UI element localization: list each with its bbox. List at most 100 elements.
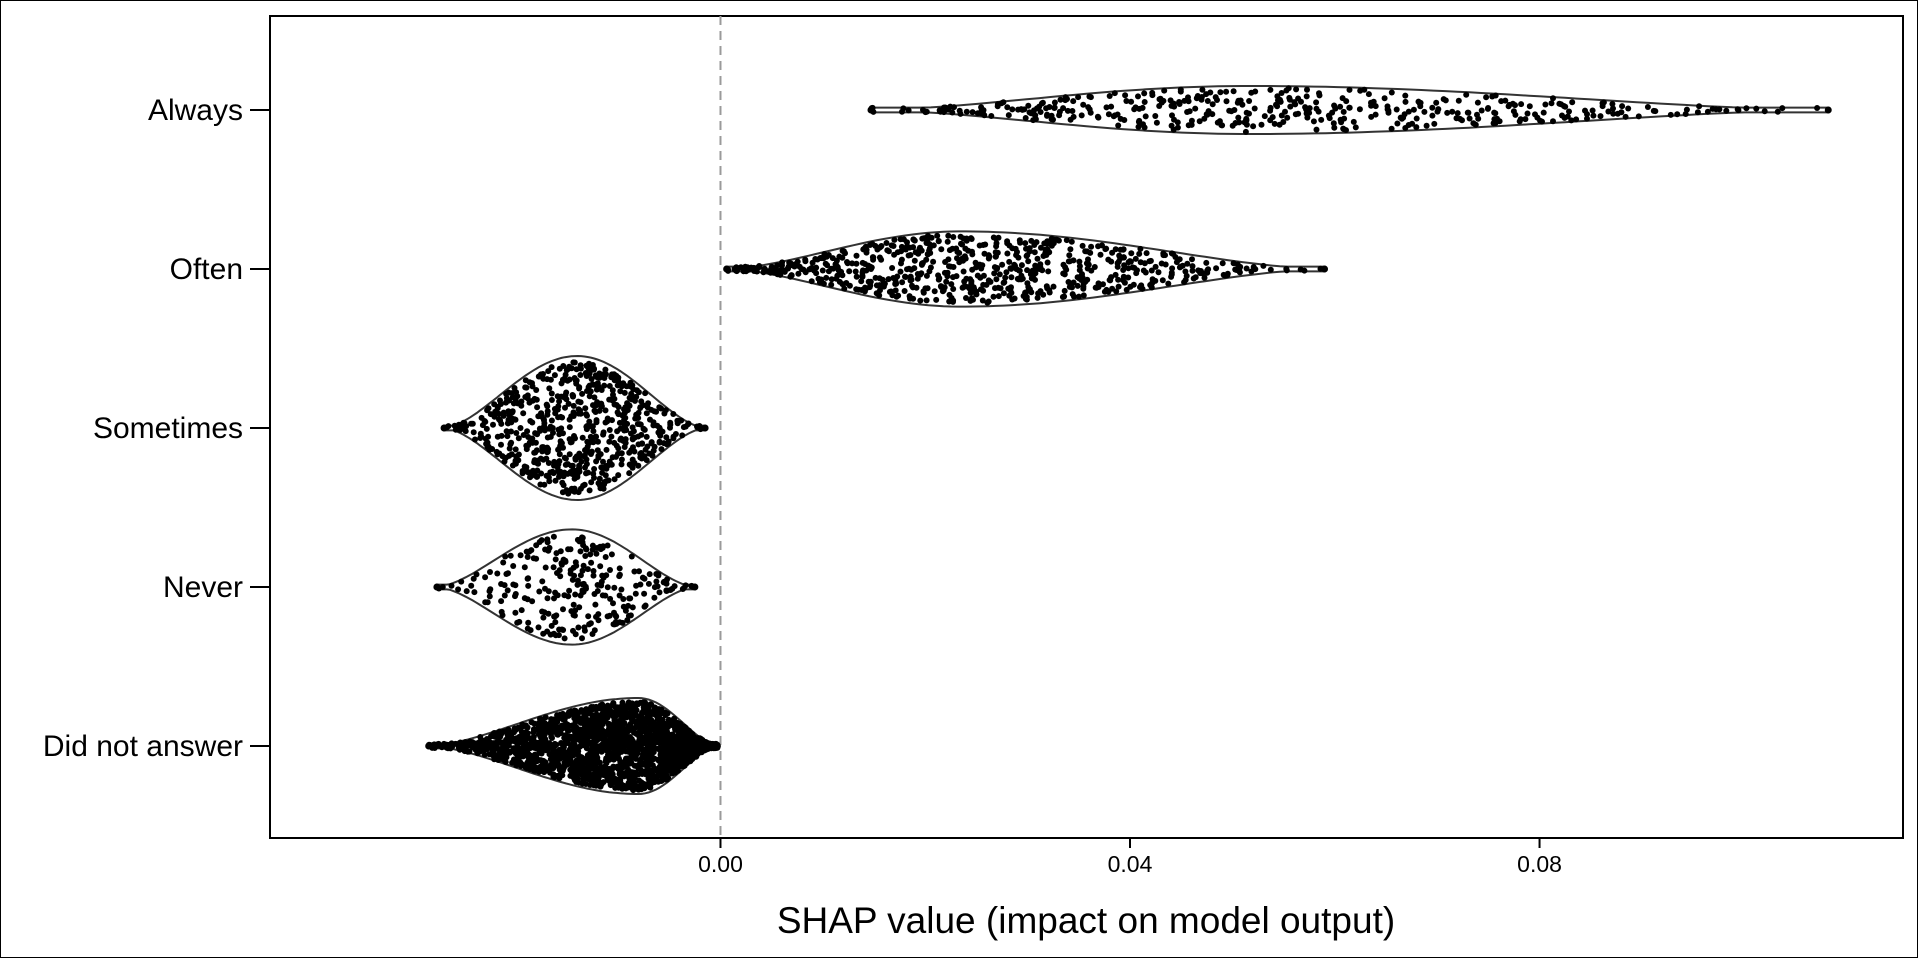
data-point: [522, 384, 529, 391]
data-point: [1600, 99, 1607, 106]
data-point: [999, 261, 1006, 268]
data-point: [629, 424, 636, 431]
data-point: [1618, 109, 1625, 116]
data-point: [580, 482, 587, 489]
data-point: [1122, 92, 1129, 99]
data-point: [573, 773, 580, 780]
data-point: [586, 487, 593, 494]
data-point: [498, 598, 505, 605]
data-point: [589, 381, 596, 388]
data-point: [572, 747, 579, 754]
data-point: [923, 297, 930, 304]
data-point: [1128, 98, 1135, 105]
data-point: [1413, 115, 1420, 122]
data-point: [1061, 287, 1068, 294]
data-point: [990, 293, 997, 300]
data-point: [550, 470, 557, 477]
data-point: [529, 439, 536, 446]
data-point: [968, 235, 974, 242]
data-point: [1112, 246, 1119, 253]
data-point: [1146, 258, 1153, 265]
data-point: [593, 419, 600, 426]
data-point: [603, 446, 610, 453]
data-point: [923, 234, 930, 241]
data-point: [610, 700, 617, 707]
data-point: [552, 613, 559, 620]
data-point: [1040, 291, 1047, 298]
data-point: [461, 420, 468, 427]
data-point: [883, 240, 890, 246]
data-point: [1444, 109, 1451, 116]
data-point: [1011, 295, 1018, 302]
y-tick-label: Sometimes: [93, 412, 243, 445]
data-point: [690, 741, 697, 748]
data-point: [1609, 101, 1616, 107]
data-point: [1250, 123, 1257, 130]
data-point: [637, 404, 644, 411]
data-point: [540, 630, 547, 637]
data-point: [612, 612, 619, 619]
data-point: [665, 764, 672, 771]
data-point: [627, 755, 633, 762]
data-point: [1087, 249, 1094, 256]
data-point: [935, 276, 942, 283]
data-point: [658, 718, 665, 725]
data-point: [1357, 87, 1364, 94]
data-point: [1008, 274, 1015, 281]
data-point: [1696, 103, 1703, 110]
data-point: [642, 446, 649, 453]
data-point: [623, 427, 630, 434]
data-point: [682, 739, 689, 746]
data-point: [577, 372, 584, 378]
data-point: [667, 718, 674, 725]
data-point: [1182, 268, 1189, 275]
data-point: [592, 601, 599, 608]
data-point: [1466, 115, 1473, 122]
data-point: [483, 425, 490, 432]
data-point: [1453, 115, 1460, 122]
data-point: [579, 567, 586, 574]
data-point: [572, 631, 579, 638]
data-point: [1610, 110, 1617, 117]
data-point: [1031, 249, 1038, 256]
data-point: [508, 439, 515, 446]
data-point: [555, 403, 562, 410]
data-point: [650, 777, 657, 783]
data-point: [640, 425, 647, 432]
data-point: [1204, 111, 1211, 118]
data-point: [1168, 269, 1175, 276]
data-point: [1068, 238, 1075, 245]
data-point: [686, 727, 692, 734]
data-point: [474, 748, 481, 755]
data-point-min: [867, 106, 875, 114]
data-point: [1252, 266, 1259, 273]
data-point: [604, 542, 611, 549]
data-point: [1559, 112, 1565, 119]
data-point: [529, 598, 536, 605]
data-point: [596, 759, 603, 766]
data-point: [901, 288, 908, 294]
data-point: [580, 720, 587, 727]
data-point: [551, 372, 558, 379]
data-point: [645, 705, 652, 712]
data-point: [1184, 260, 1191, 267]
y-tick-label: Always: [148, 94, 243, 127]
data-point: [570, 402, 577, 409]
data-point: [823, 274, 830, 281]
data-point: [1492, 120, 1499, 126]
data-point: [658, 773, 665, 780]
data-point: [960, 283, 967, 290]
data-point: [963, 295, 969, 301]
data-point: [1080, 292, 1087, 299]
data-point: [1261, 113, 1268, 120]
data-point: [1198, 94, 1205, 100]
data-point: [512, 446, 519, 453]
data-point: [996, 271, 1003, 278]
data-point: [1123, 98, 1130, 104]
data-point: [844, 260, 851, 267]
data-point: [1185, 98, 1192, 105]
data-point: [539, 444, 546, 451]
data-point: [556, 451, 563, 458]
data-point: [994, 249, 1001, 256]
data-point: [1188, 121, 1195, 128]
